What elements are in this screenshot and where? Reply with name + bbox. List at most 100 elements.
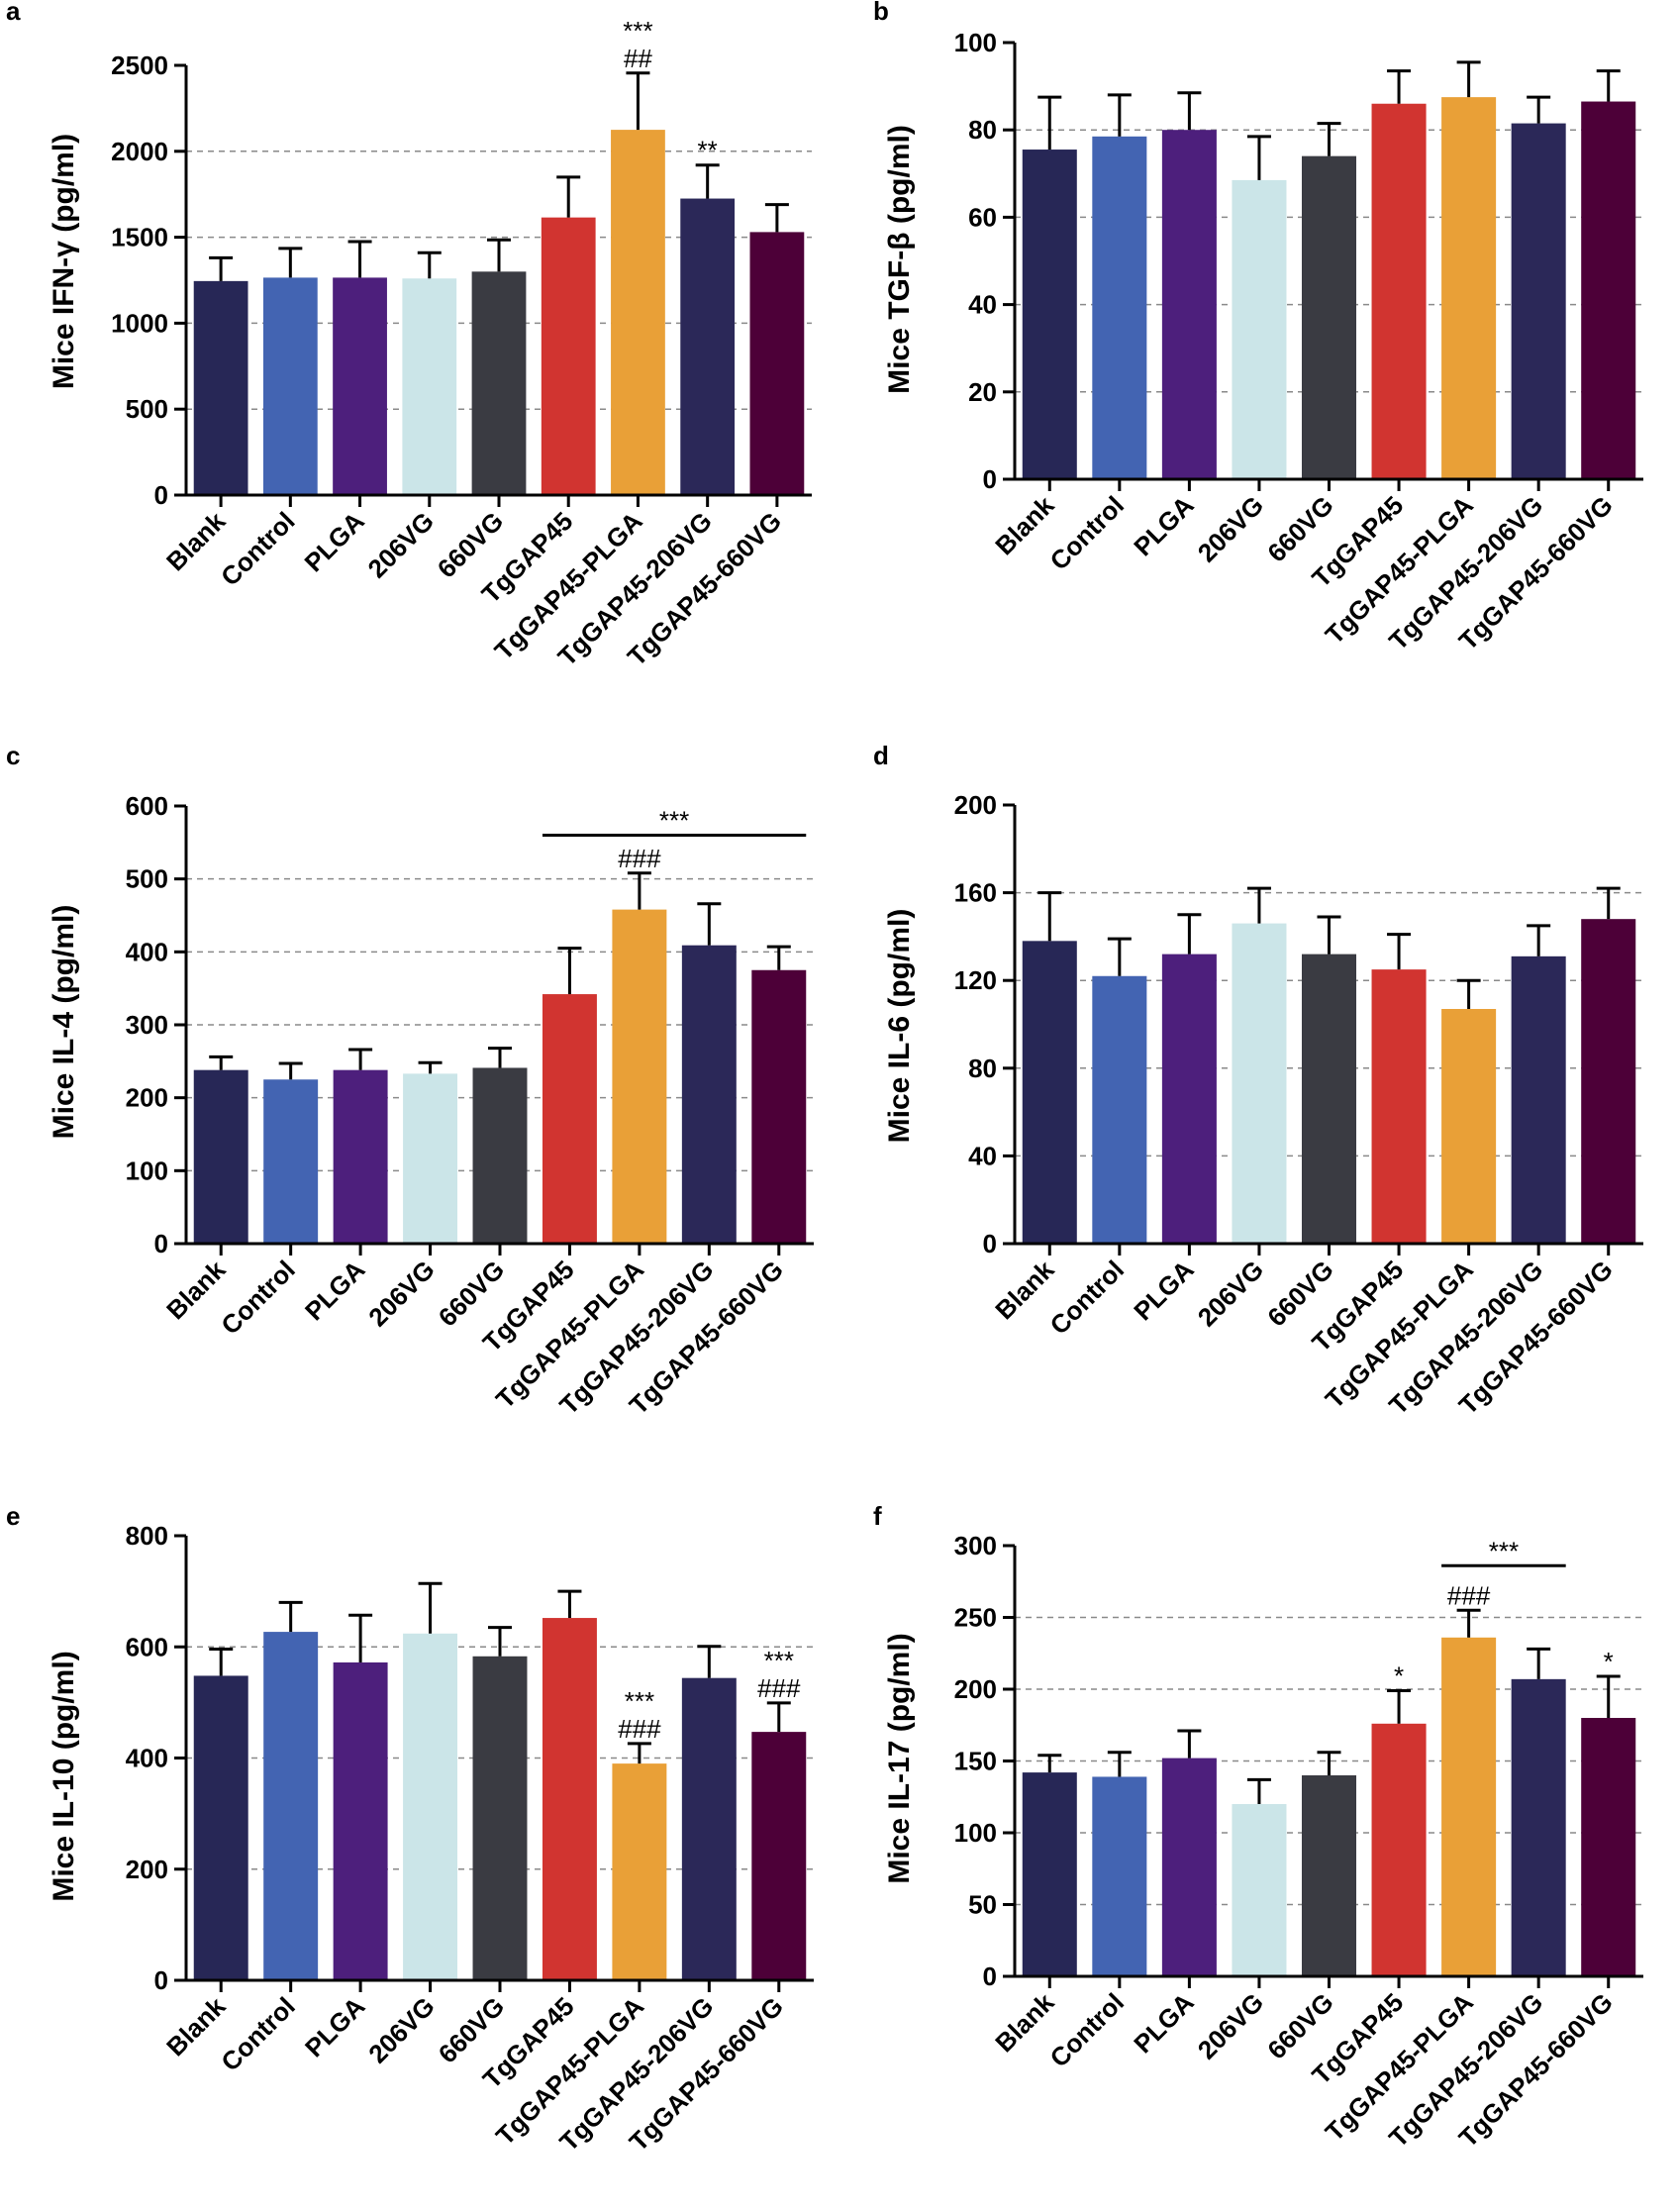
bar-c-1	[263, 1079, 319, 1244]
bar-b-5	[1371, 103, 1427, 480]
bar-c-0	[193, 1069, 248, 1244]
significance-label-f-2-0: *	[1604, 1647, 1614, 1676]
significance-label-a-0-1: ##	[624, 44, 652, 73]
bar-d-2	[1161, 954, 1217, 1244]
bar-e-1	[263, 1632, 319, 1980]
bar-c-2	[333, 1069, 388, 1244]
y-tick-label-b-0: 0	[983, 464, 997, 494]
bar-f-3	[1232, 1804, 1287, 1976]
plot-area-e: 0200400600800BlankControlPLGA206VG660VGT…	[126, 1521, 814, 2157]
panel-letter-e: e	[6, 1501, 20, 1531]
y-axis-label-e: Mice IL-10 (pg/ml)	[48, 1651, 80, 1901]
bar-a-0	[193, 280, 248, 495]
significance-label-c-0-0: ###	[618, 844, 661, 873]
bar-a-6	[611, 130, 665, 495]
bar-f-1	[1092, 1776, 1147, 1976]
bar-c-7	[681, 945, 737, 1244]
bracket-label-f-0: ***	[1489, 1536, 1519, 1565]
y-tick-label-a-3: 1500	[111, 223, 168, 252]
bar-e-2	[333, 1661, 388, 1980]
bracket-label-c-0: ***	[659, 805, 689, 835]
y-axis-label-c: Mice IL-4 (pg/ml)	[48, 905, 80, 1140]
panel-letter-f: f	[873, 1501, 882, 1531]
bar-d-6	[1441, 1008, 1497, 1244]
y-tick-label-b-4: 80	[968, 115, 997, 145]
y-tick-label-a-5: 2500	[111, 50, 168, 80]
significance-label-f-1-0: ###	[1447, 1580, 1491, 1610]
y-tick-label-c-0: 0	[154, 1229, 168, 1258]
y-tick-label-d-5: 200	[954, 790, 997, 820]
y-tick-label-e-3: 600	[126, 1632, 168, 1661]
bar-b-7	[1511, 123, 1566, 480]
y-tick-label-b-2: 40	[968, 290, 997, 320]
bar-a-3	[402, 278, 457, 495]
y-tick-label-f-0: 0	[983, 1961, 997, 1991]
y-tick-label-d-4: 160	[954, 878, 997, 908]
y-tick-label-c-1: 100	[126, 1156, 168, 1185]
bar-c-6	[612, 909, 667, 1244]
bar-a-7	[680, 198, 736, 496]
bar-d-5	[1371, 969, 1427, 1244]
bar-e-3	[403, 1633, 458, 1980]
bar-f-8	[1581, 1718, 1636, 1976]
y-tick-label-d-1: 40	[968, 1141, 997, 1170]
y-tick-label-f-1: 50	[968, 1890, 997, 1920]
bar-a-4	[471, 271, 527, 495]
y-tick-label-d-2: 80	[968, 1054, 997, 1083]
y-tick-label-f-6: 300	[954, 1531, 997, 1560]
bar-e-6	[612, 1763, 667, 1980]
bar-f-4	[1301, 1775, 1357, 1976]
bar-e-8	[751, 1732, 807, 1980]
bar-a-8	[749, 232, 805, 495]
y-tick-label-c-5: 500	[126, 864, 168, 894]
bar-c-3	[403, 1073, 458, 1244]
panel-letter-b: b	[873, 0, 889, 26]
bar-c-5	[542, 994, 597, 1244]
bar-e-7	[681, 1677, 737, 1980]
bar-b-1	[1092, 136, 1147, 479]
bar-a-5	[541, 217, 596, 496]
bar-c-8	[751, 969, 807, 1244]
bar-b-0	[1022, 150, 1077, 480]
bar-b-8	[1581, 101, 1636, 479]
bar-f-0	[1022, 1772, 1077, 1976]
y-tick-label-e-4: 800	[126, 1521, 168, 1551]
panel-letter-d: d	[873, 741, 889, 770]
bar-e-5	[542, 1618, 597, 1980]
y-tick-label-c-3: 300	[126, 1010, 168, 1040]
significance-label-e-0-0: ***	[625, 1686, 654, 1716]
y-tick-label-b-1: 20	[968, 377, 997, 407]
significance-label-e-1-0: ***	[764, 1646, 794, 1675]
bar-f-6	[1441, 1637, 1497, 1976]
y-tick-label-c-6: 600	[126, 791, 168, 821]
bar-e-0	[193, 1675, 248, 1980]
panel-letter-a: a	[6, 0, 21, 26]
y-tick-label-f-2: 100	[954, 1818, 997, 1848]
y-tick-label-a-0: 0	[154, 480, 168, 510]
bar-e-4	[472, 1656, 528, 1980]
bar-f-5	[1371, 1723, 1427, 1976]
bar-d-8	[1581, 919, 1636, 1244]
bar-b-6	[1441, 97, 1497, 479]
chart-panel-e: e Mice IL-10 (pg/ml) 0200400600800BlankC…	[6, 1501, 814, 2157]
bar-a-1	[262, 277, 318, 495]
y-tick-label-f-5: 250	[954, 1603, 997, 1633]
y-tick-label-d-0: 0	[983, 1229, 997, 1258]
chart-panel-f: f Mice IL-17 (pg/ml) 050100150200250300B…	[873, 1501, 1643, 2153]
y-tick-label-c-4: 400	[126, 937, 168, 966]
y-tick-label-e-2: 400	[126, 1744, 168, 1773]
y-tick-label-b-5: 100	[954, 28, 997, 57]
y-tick-label-a-4: 2000	[111, 137, 168, 166]
y-tick-label-a-1: 500	[126, 394, 168, 424]
y-tick-label-a-2: 1000	[111, 308, 168, 338]
significance-label-e-1-1: ###	[757, 1673, 801, 1703]
y-axis-label-b: Mice TGF-β (pg/ml)	[883, 125, 916, 394]
significance-label-e-0-1: ###	[618, 1714, 661, 1744]
y-tick-label-c-2: 200	[126, 1083, 168, 1113]
bar-f-2	[1161, 1758, 1217, 1976]
bar-c-4	[472, 1067, 528, 1244]
y-axis-label-f: Mice IL-17 (pg/ml)	[883, 1633, 916, 1883]
y-axis-label-d: Mice IL-6 (pg/ml)	[883, 909, 916, 1144]
